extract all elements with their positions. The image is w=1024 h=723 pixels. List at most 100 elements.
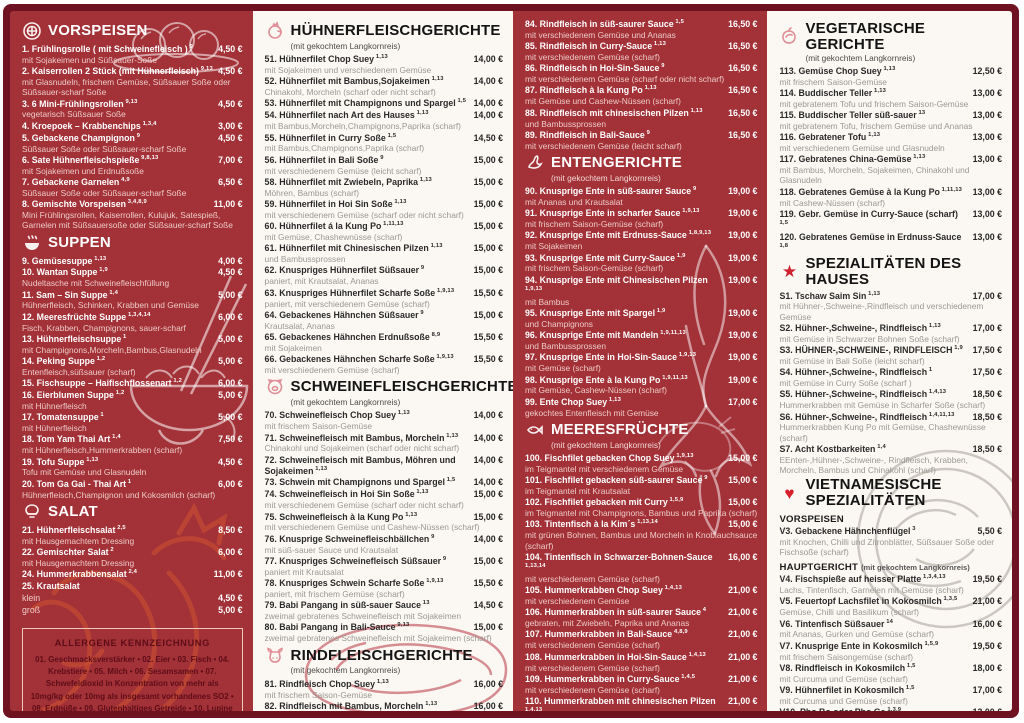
item-name: 113. Gemüse Chop Suey 1,13 xyxy=(779,65,896,76)
item-name: 75. Schweinefleisch à la Kung Po 1,13 xyxy=(264,511,418,522)
item-name: 20. Tom Ga Gai - Thai Art 1 xyxy=(22,478,132,489)
menu-item-row: 16. Eierblumen Suppe 1,2 5,00 € xyxy=(22,390,243,401)
menu-item-row: 114. Buddischer Teller 1,13 13,00 € xyxy=(779,88,1002,99)
item-name: 22. Gemischter Salat 2 xyxy=(22,547,114,558)
item-description: mit Hühner-,Schweine-,Rindfleisch und ve… xyxy=(779,301,984,322)
menu-item: V5. Feuertopf Lachsfilet in Kokosmilch 1… xyxy=(779,596,1002,617)
allergen-superscript: 4,8,9 xyxy=(672,629,688,636)
menu-item: 80. Babi Pangang in Bali-Sauce 9,13 15,00… xyxy=(265,622,503,643)
allergen-superscript: 9 xyxy=(441,555,447,562)
menu-item-row: 20. Tom Ga Gai - Thai Art 1 6,00 € xyxy=(22,479,243,490)
item-price: 21,00 € xyxy=(728,651,758,662)
menu-item-row: 60. Hühnerfilet á la Kung Po 1,11,13 15,0… xyxy=(265,221,503,232)
item-price: 19,00 € xyxy=(728,274,758,285)
menu-columns: VORSPEISEN 1. Frühlingsrolle ( mit Schwei… xyxy=(10,11,1012,711)
menu-item: 53. Hühnerfilet mit Champignons und Spar… xyxy=(265,98,503,109)
item-name: 118. Gebratenes Gemüse à la Kung Po 1,11… xyxy=(779,186,963,197)
menu-section: ♥ VIETNAMESISCHE SPEZIALITÄTEN VORSPEISEN … xyxy=(779,477,1002,711)
allergen-superscript: 9 xyxy=(187,44,193,51)
menu-item: 65. Gebackenes Hähnchen Erdnußsoße 8,9 15… xyxy=(265,332,503,353)
menu-item-row: 12. Meeresfrüchte Suppe 1,3,4,14 6,00 € xyxy=(22,312,243,323)
allergen-superscript: 1,4 xyxy=(107,289,119,296)
item-price: 19,50 € xyxy=(972,640,1002,651)
item-description: mit verschiedenem Gemüse (leicht scharf) xyxy=(264,165,422,176)
item-name: 3. 6 Mini-Frühlingsrollen 9,13 xyxy=(22,98,138,109)
heart-icon: ♥ xyxy=(784,483,795,503)
menu-item: 105. Hummerkrabben Chop Suey 1,4,13 21,00… xyxy=(525,585,757,606)
item-description: mit Hausgemachtem Dressing xyxy=(22,557,135,568)
menu-item: S6. Hühner-,Schweine-, Rindfleisch 1,4,1… xyxy=(779,412,1002,443)
menu-item: 88. Rindfleisch mit chinesischen Pilzen … xyxy=(525,108,757,129)
menu-item: 120. Gebratenes Gemüse in Erdnuss-Sauce … xyxy=(779,232,1002,254)
allergen-superscript: 1,13 xyxy=(392,199,407,206)
menu-item: 55. Hühnerfilet in Curry Soße 1,5 14,50 €… xyxy=(265,133,503,154)
menu-item: 78. Knuspriges Schwein Scharfe Soße 1,9,… xyxy=(265,578,503,599)
allergen-superscript: 1,13 xyxy=(84,456,99,463)
allergen-superscript: 1,13 xyxy=(403,511,418,518)
item-name: 96. Knusprige Ente mit Mandeln 1,9,11,13 xyxy=(524,330,686,341)
menu-item-row: V3. Gebackene Hähnchenflügel 3 5,50 € xyxy=(779,526,1002,537)
allergen-superscript: 1,5 xyxy=(673,19,685,26)
item-price: 6,00 € xyxy=(218,378,243,389)
allergen-superscript: 1,9,11,13 xyxy=(660,374,688,381)
menu-item-row: 74. Schweinefleisch in Hoi Sin Soße 1,13… xyxy=(265,489,503,500)
item-description: mit verschiedenem Gemüse (scharf) xyxy=(264,364,400,375)
item-name: 17. Tomatensuppe 1 xyxy=(22,412,104,423)
item-description: paniert, mit Krautsalat, Ananas xyxy=(264,276,379,287)
menu-item: 17. Tomatensuppe 1 5,00 € mit Hühnerfleisc… xyxy=(22,412,243,433)
item-price: 15,00 € xyxy=(728,452,758,463)
item-name: 11. Sam – Sin Suppe 1,4 xyxy=(22,289,119,300)
menu-item-row: 102. Fischfilet gebacken mit Curry 1,5,9… xyxy=(525,497,757,508)
menu-section: SUPPEN 9. Gemüsesuppe 1,13 4,00 €10. Wanta… xyxy=(22,233,243,500)
allergen-superscript: 9,8,13 xyxy=(139,154,159,161)
menu-item-row: 11. Sam – Sin Suppe 1,4 5,00 € xyxy=(22,290,243,301)
menu-item: 96. Knusprige Ente mit Mandeln 1,9,11,13… xyxy=(525,330,757,351)
menu-item: S3. HÜHNER-,SCHWEINE-, RINDFLEISCH 1,9 17… xyxy=(779,345,1002,366)
menu-item-row: 108. Hummerkrabben in Hoi-Sin-Sauce 1,4,… xyxy=(525,652,757,663)
item-description: mit verschiedenem Gemüse und Glasnudeln xyxy=(779,143,945,153)
menu-item-row: 94. Knusprige Ente mit Chinesischen Pilz… xyxy=(525,275,757,297)
allergen-superscript: 1,11,13 xyxy=(939,186,963,193)
item-name: 2. Kaiserrollen 2 Stück (mit Hühnerfleis… xyxy=(22,66,213,77)
item-name: 89. Rindfleisch in Bali-Sauce 9 xyxy=(524,129,651,140)
section-title: HÜHNERFLEISCHGERICHTE xyxy=(290,22,501,40)
section-subtitle: (mit gekochtem Langkornreis) xyxy=(550,439,661,450)
column-1: VORSPEISEN 1. Frühlingsrolle ( mit Schwei… xyxy=(10,11,253,711)
item-price: 15,00 € xyxy=(473,198,503,209)
menu-item: 101. Fischfilet gebacken süß-saurer Sauc… xyxy=(525,475,757,496)
menu-item: 7. Gebackene Garnelen 4,9 6,50 € Süßsauer … xyxy=(22,177,243,198)
allergen-superscript: 1,3,4,14 xyxy=(126,311,151,318)
item-price: 13,00 € xyxy=(972,109,1002,120)
menu-item-row: 105. Hummerkrabben Chop Suey 1,4,13 21,00… xyxy=(525,585,757,596)
section-header: RINDFLEISCHGERICHTE xyxy=(265,645,503,665)
item-name: V5. Feuertopf Lachsfilet in Kokosmilch 1… xyxy=(779,596,958,607)
item-name: S2. Hühner-,Schweine-, Rindfleisch 1,13 xyxy=(779,322,941,333)
item-price: 5,50 € xyxy=(977,525,1002,536)
section-title: RINDFLEISCHGERICHTE xyxy=(290,646,473,664)
allergen-superscript: 1,4,13 xyxy=(524,707,543,711)
item-name: 108. Hummerkrabben in Hoi-Sin-Sauce 1,4,… xyxy=(524,651,706,662)
item-name: 77. Knuspriges Schweinefleisch Süßsauer … xyxy=(264,555,447,566)
section-header: VEGETARISCHE GERICHTE xyxy=(779,21,1002,53)
item-price: 17,50 € xyxy=(972,367,1002,378)
item-name: 79. Babi Pangang in süß-sauer Sauce 13 xyxy=(264,600,430,611)
item-name: 24. Hummerkrabbensalat 2,4 xyxy=(22,569,138,580)
menu-item-row: 21. Hühnerfleischsalat 2,5 8,50 € xyxy=(22,525,243,536)
menu-item-row: 22. Gemischter Salat 2 6,00 € xyxy=(22,547,243,558)
menu-section: SCHWEINEFLEISCHGERICHTE (mit gekochtem La… xyxy=(264,377,513,643)
item-name: 93. Knusprige Ente mit Curry-Sauce 1,9 xyxy=(524,252,686,263)
item-name: 72. Schweinefleisch mit Bambus, Möhren u… xyxy=(264,454,456,476)
item-price: 6,00 € xyxy=(218,311,243,322)
allergen-superscript: 1,13 xyxy=(866,132,881,139)
menu-item-row: 95. Knusprige Ente mit Spargel 1,9 19,00 … xyxy=(525,308,757,319)
item-name: 114. Buddischer Teller 1,13 xyxy=(779,87,887,98)
item-description: mit Hühnerfleisch xyxy=(22,401,87,411)
item-price: 4,50 € xyxy=(218,132,243,143)
item-name: 66. Gebackenes Hähnchen Scharfe Soße 1,9… xyxy=(264,354,454,365)
item-price: 5,00 € xyxy=(218,356,243,367)
section-subtitle: (mit gekochtem Langkornreis) xyxy=(290,41,401,51)
item-description: mit Bambus, Morcheln, Sojakeimen, Chinak… xyxy=(779,165,970,186)
menu-item: V4. Fischspieße auf heisser Platte 1,3,4… xyxy=(779,574,1002,595)
allergen-superscript: 1,4,13 xyxy=(686,651,706,658)
menu-item-row: 118. Gebratenes Gemüse à la Kung Po 1,11… xyxy=(779,187,1002,198)
